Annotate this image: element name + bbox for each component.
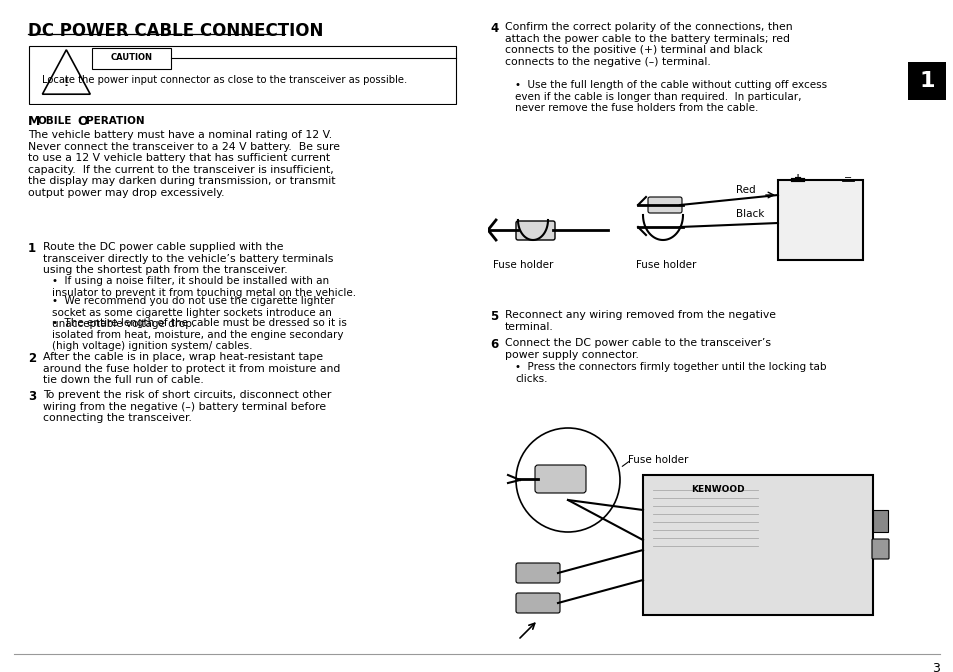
Text: Reconnect any wiring removed from the negative
terminal.: Reconnect any wiring removed from the ne… (504, 310, 775, 331)
Text: DC POWER CABLE CONNECTION: DC POWER CABLE CONNECTION (28, 22, 323, 40)
Text: Red: Red (735, 185, 755, 195)
Text: After the cable is in place, wrap heat-resistant tape
around the fuse holder to : After the cable is in place, wrap heat-r… (43, 352, 340, 385)
Text: •  We recommend you do not use the cigarette lighter
socket as some cigarette li: • We recommend you do not use the cigare… (52, 296, 335, 329)
FancyBboxPatch shape (904, 59, 948, 103)
Text: 3: 3 (28, 390, 36, 403)
Text: !: ! (64, 78, 69, 88)
FancyBboxPatch shape (778, 180, 862, 260)
Text: 4: 4 (490, 22, 497, 35)
Text: O: O (77, 115, 88, 128)
Text: Connect the DC power cable to the transceiver’s
power supply connector.: Connect the DC power cable to the transc… (504, 338, 770, 360)
FancyBboxPatch shape (516, 563, 559, 583)
Text: 2: 2 (28, 352, 36, 365)
FancyBboxPatch shape (872, 510, 887, 532)
Text: M: M (28, 115, 40, 128)
Text: Fuse holder: Fuse holder (627, 455, 688, 465)
Text: Black: Black (735, 209, 763, 219)
FancyBboxPatch shape (516, 593, 559, 613)
FancyBboxPatch shape (642, 475, 872, 615)
FancyBboxPatch shape (871, 539, 888, 559)
Text: •  Use the full length of the cable without cutting off excess
even if the cable: • Use the full length of the cable witho… (515, 80, 826, 113)
Text: +: + (793, 173, 801, 183)
Text: 1: 1 (919, 71, 934, 91)
Text: OBILE: OBILE (37, 116, 71, 126)
Text: KENWOOD: KENWOOD (691, 485, 744, 494)
Text: Confirm the correct polarity of the connections, then
attach the power cable to : Confirm the correct polarity of the conn… (504, 22, 792, 67)
Text: Fuse holder: Fuse holder (636, 260, 696, 270)
Text: −: − (843, 173, 851, 183)
Text: PERATION: PERATION (86, 116, 145, 126)
FancyBboxPatch shape (647, 197, 681, 213)
Text: 6: 6 (490, 338, 497, 351)
FancyBboxPatch shape (30, 46, 456, 103)
Text: 5: 5 (490, 310, 497, 323)
Text: •  If using a noise filter, it should be installed with an
insulator to prevent : • If using a noise filter, it should be … (52, 276, 355, 298)
Text: Fuse holder: Fuse holder (493, 260, 553, 270)
Text: 1: 1 (28, 242, 36, 255)
Text: To prevent the risk of short circuits, disconnect other
wiring from the negative: To prevent the risk of short circuits, d… (43, 390, 331, 423)
Polygon shape (42, 50, 91, 94)
Circle shape (516, 428, 619, 532)
Text: The vehicle battery must have a nominal rating of 12 V.
Never connect the transc: The vehicle battery must have a nominal … (28, 130, 339, 198)
Text: •  The entire length of the cable must be dressed so it is
isolated from heat, m: • The entire length of the cable must be… (52, 318, 347, 351)
Text: 3: 3 (931, 662, 939, 672)
Text: •  Press the connectors firmly together until the locking tab
clicks.: • Press the connectors firmly together u… (515, 362, 825, 384)
Text: Locate the power input connector as close to the transceiver as possible.: Locate the power input connector as clos… (42, 75, 407, 85)
Text: Route the DC power cable supplied with the
transceiver directly to the vehicle’s: Route the DC power cable supplied with t… (43, 242, 333, 276)
FancyBboxPatch shape (535, 465, 585, 493)
Text: CAUTION: CAUTION (111, 53, 152, 62)
FancyBboxPatch shape (516, 221, 555, 240)
FancyBboxPatch shape (92, 48, 171, 69)
